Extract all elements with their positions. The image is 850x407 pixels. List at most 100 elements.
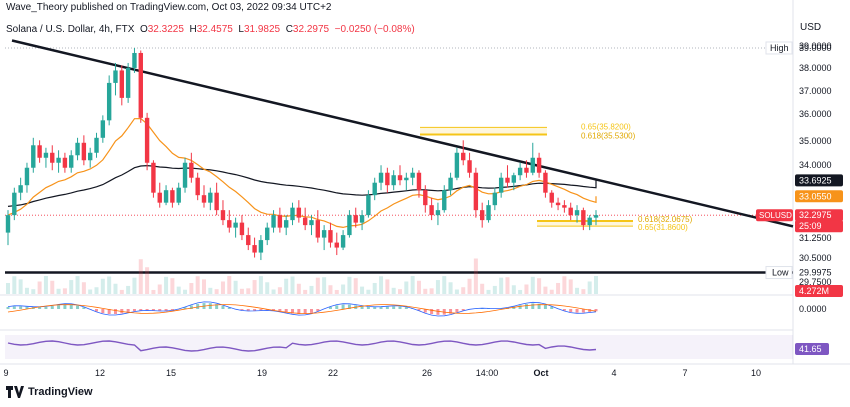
candle-body xyxy=(524,168,528,173)
candle xyxy=(18,178,22,200)
volume-bar xyxy=(360,287,364,294)
volume-bar xyxy=(335,290,339,294)
candle xyxy=(442,185,446,212)
candle xyxy=(531,143,535,175)
price-axis[interactable]: 39.000038.000037.000036.000035.000034.00… xyxy=(756,41,843,355)
volume-bar xyxy=(38,281,42,294)
time-tick-label: Oct xyxy=(533,368,548,378)
volume-bar xyxy=(76,276,80,294)
candle-body xyxy=(265,228,269,240)
candle xyxy=(499,173,503,198)
volume-bar xyxy=(379,276,383,294)
candle-body xyxy=(448,178,452,190)
candle-body xyxy=(252,245,256,252)
candle-body xyxy=(569,208,573,215)
candle xyxy=(341,230,345,250)
candle xyxy=(373,178,377,200)
close-value: 32.2975 xyxy=(293,24,329,35)
macd-bar xyxy=(335,305,338,309)
candle-body xyxy=(101,120,105,137)
candle-body xyxy=(303,218,307,225)
candle xyxy=(195,173,199,200)
candle xyxy=(164,185,168,205)
time-tick-label: 7 xyxy=(682,368,687,378)
volume-bar xyxy=(19,279,23,294)
candle-body xyxy=(404,178,408,180)
candle xyxy=(290,203,294,225)
candle xyxy=(328,223,332,248)
volume-tag: 4.272M xyxy=(795,285,843,297)
close-label: C xyxy=(286,24,293,35)
volume-bar xyxy=(139,259,143,294)
volume-bar xyxy=(164,277,168,294)
candle-body xyxy=(221,210,225,220)
price-tick-label: 31.2500 xyxy=(799,233,832,243)
macd-bar xyxy=(51,306,54,309)
volume-bar xyxy=(265,282,269,294)
candle xyxy=(233,218,237,238)
price-tick-label: 30.5000 xyxy=(799,253,832,263)
candle-body xyxy=(429,205,433,215)
low-tag-label: Low xyxy=(772,268,789,278)
price-tick-label: 36.0000 xyxy=(799,109,832,119)
volume-bar xyxy=(126,286,130,294)
candle-body xyxy=(537,158,541,173)
macd-bar xyxy=(127,309,130,312)
volume-bar xyxy=(12,276,16,294)
volume-bar xyxy=(581,289,585,294)
candle xyxy=(474,168,478,218)
candle xyxy=(537,153,541,178)
candle-body xyxy=(246,235,250,245)
candle xyxy=(227,210,231,232)
macd-bar xyxy=(342,305,345,309)
volume-bar xyxy=(575,288,579,294)
candle-body xyxy=(69,155,73,167)
candle xyxy=(455,148,459,180)
candle-body xyxy=(391,175,395,185)
candle xyxy=(404,173,408,190)
price-tick-label: 37.0000 xyxy=(799,86,832,96)
time-tick-label: 9 xyxy=(3,368,8,378)
candle-body xyxy=(240,223,244,235)
macd-bar xyxy=(221,306,224,309)
candle-body xyxy=(12,193,16,215)
high-value: 32.4575 xyxy=(197,24,233,35)
macd-bar xyxy=(13,306,16,309)
volume-bar xyxy=(132,278,136,294)
change-value: −0.0250 (−0.08%) xyxy=(335,24,415,35)
volume-bar xyxy=(594,276,598,294)
volume-bar xyxy=(588,281,592,294)
candle-body xyxy=(499,178,503,193)
volume-bar xyxy=(455,290,459,294)
rsi-tag-text: 41.65 xyxy=(799,344,822,354)
candle xyxy=(221,200,225,225)
volume-bar xyxy=(417,281,421,294)
candle xyxy=(82,135,86,165)
volume-bar xyxy=(151,290,155,294)
candle xyxy=(94,133,98,158)
candle-body xyxy=(271,215,275,227)
candle-body xyxy=(493,193,497,205)
candle xyxy=(278,208,282,233)
tradingview-brand[interactable]: TradingView xyxy=(6,386,93,398)
candle-body xyxy=(126,68,130,98)
candle-body xyxy=(214,193,218,210)
symbol-tag: SOLUSD xyxy=(756,209,793,221)
published-note: Wave_Theory published on TradingView.com… xyxy=(6,2,331,13)
volume-bar xyxy=(272,290,276,294)
candle xyxy=(543,170,547,197)
volume-bar xyxy=(468,279,472,294)
candle-body xyxy=(158,193,162,203)
volume-bar xyxy=(221,281,225,294)
candle xyxy=(429,198,433,220)
candle xyxy=(6,210,10,245)
candle xyxy=(145,113,149,170)
macd-bar xyxy=(531,303,534,309)
candles-layer[interactable] xyxy=(6,48,598,260)
candle xyxy=(587,215,591,230)
candle xyxy=(139,50,143,122)
macd-bar xyxy=(367,307,370,309)
